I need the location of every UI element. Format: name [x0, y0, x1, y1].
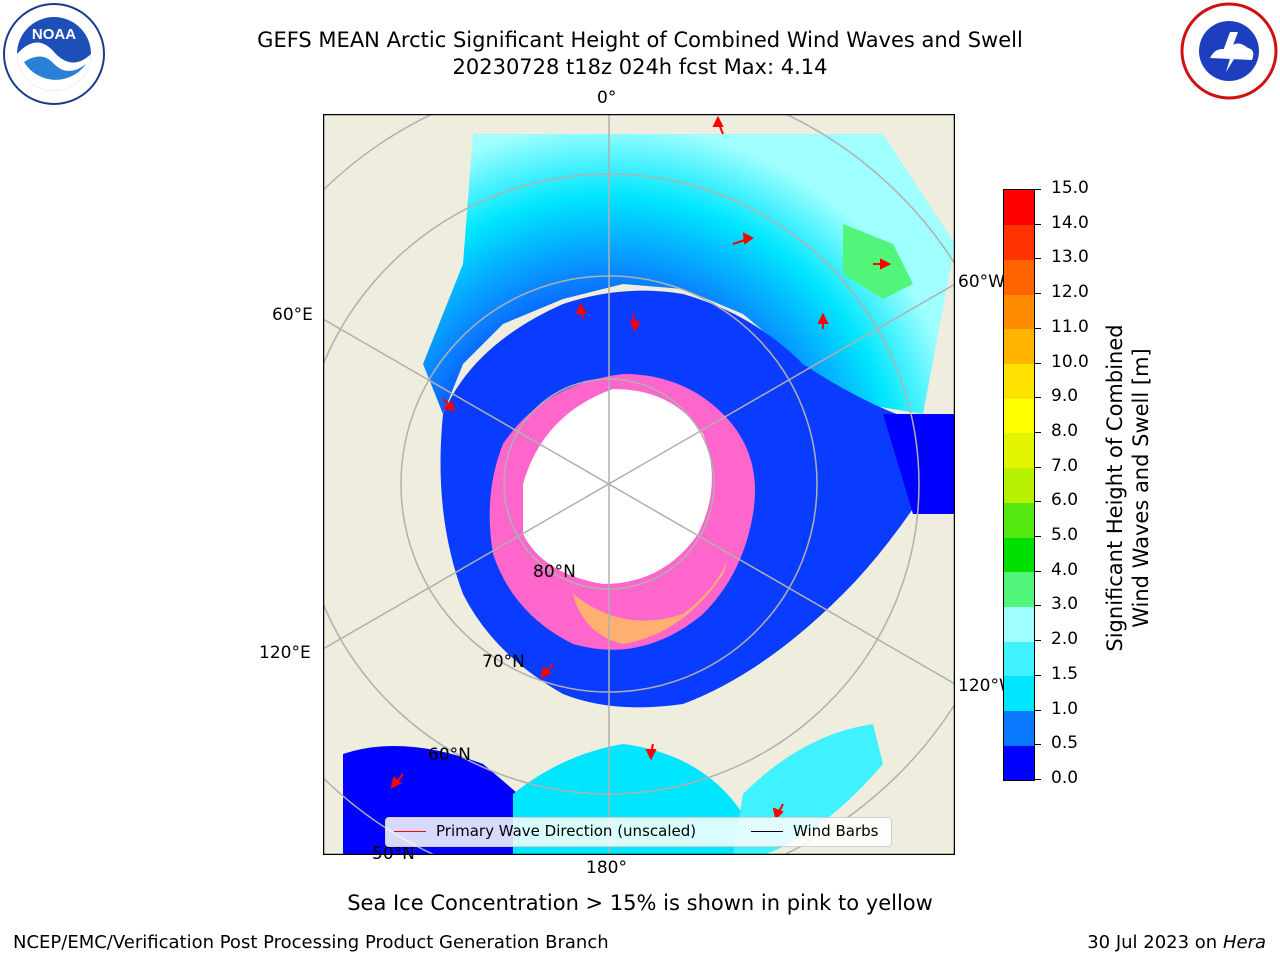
- colorbar-ticks: 0.0 0.5 1.0 1.5 2.0 3.0 4.0 5.0 6.0 7.0 8.0 9.0 10.0…: [1035, 0, 1095, 960]
- colorbar-tick-mark: [1035, 362, 1041, 364]
- colorbar-label-line2: Wind Waves and Swell [m]: [1129, 348, 1153, 628]
- colorbar-segment: [1004, 259, 1034, 295]
- colorbar-tick-label: 3.0: [1051, 594, 1079, 615]
- colorbar-segment: [1004, 710, 1034, 746]
- noaa-logo-text: NOAA: [32, 26, 76, 43]
- colorbar-tick-mark: [1035, 779, 1041, 780]
- colorbar-segment: [1004, 502, 1034, 538]
- colorbar-tick-label: 4.0: [1051, 559, 1079, 580]
- lon-label-0: 0°: [597, 88, 617, 108]
- colorbar-tick-mark: [1035, 605, 1041, 607]
- lat-label-80: 80°N: [533, 562, 576, 582]
- colorbar-segment: [1004, 675, 1034, 712]
- map-frame: [323, 114, 955, 855]
- chart-title: GEFS MEAN Arctic Significant Height of C…: [257, 28, 1023, 52]
- colorbar-tick-label: 5.0: [1051, 525, 1079, 546]
- atlantic-waves: [423, 134, 955, 414]
- colorbar-tick-label: 6.0: [1051, 490, 1079, 511]
- colorbar-tick-label: 1.0: [1051, 698, 1079, 719]
- ice-pack: [523, 389, 712, 584]
- colorbar-segment: [1004, 467, 1034, 503]
- colorbar-segment: [1004, 363, 1034, 399]
- arctic-map: [323, 114, 955, 855]
- lon-label-60e: 60°E: [272, 305, 313, 325]
- colorbar-tick-mark: [1035, 327, 1041, 329]
- colorbar-tick-mark: [1035, 431, 1041, 433]
- colorbar-tick-label: 15.0: [1051, 178, 1089, 198]
- map-legend: Primary Wave Direction (unscaled) Wind B…: [385, 817, 892, 847]
- colorbar-tick-mark: [1035, 536, 1041, 538]
- wave-max-region: [843, 224, 913, 299]
- colorbar-tick-mark: [1035, 293, 1041, 295]
- colorbar-tick-label: 0.5: [1051, 733, 1079, 754]
- colorbar-segment: [1004, 606, 1034, 642]
- sea-ice-high: [573, 544, 733, 644]
- legend-swatch-red: [394, 830, 426, 832]
- colorbar-label-line1: Significant Height of Combined: [1103, 324, 1127, 652]
- colorbar: [1003, 189, 1035, 781]
- colorbar-tick-mark: [1035, 223, 1041, 225]
- lat-label-50: 50°N: [372, 844, 415, 864]
- colorbar-tick-mark: [1035, 674, 1041, 676]
- colorbar-tick-mark: [1035, 640, 1041, 642]
- colorbar-tick-label: 8.0: [1051, 420, 1079, 441]
- colorbar-tick-mark: [1035, 258, 1041, 260]
- lat-label-70: 70°N: [482, 652, 525, 672]
- colorbar-tick-label: 13.0: [1051, 247, 1089, 268]
- colorbar-segment: [1004, 328, 1034, 365]
- colorbar-tick-mark: [1035, 397, 1041, 399]
- colorbar-segment: [1004, 745, 1034, 781]
- lon-label-120w: 120°W: [958, 676, 1016, 696]
- footer-date: 30 Jul 2023 on: [1087, 932, 1223, 953]
- colorbar-tick-label: 14.0: [1051, 212, 1089, 233]
- colorbar-segment: [1004, 641, 1034, 677]
- colorbar-tick-mark: [1035, 570, 1041, 572]
- footer-left: NCEP/EMC/Verification Post Processing Pr…: [13, 932, 609, 953]
- colorbar-tick-label: 1.5: [1051, 663, 1079, 684]
- legend-label-wind-barbs: Wind Barbs: [793, 822, 879, 840]
- lat-label-60: 60°N: [428, 745, 471, 765]
- lon-label-60w: 60°W: [958, 272, 1005, 292]
- wave-direction-arrows: [390, 115, 892, 820]
- colorbar-tick-mark: [1035, 709, 1041, 711]
- colorbar-segment: [1004, 294, 1034, 330]
- footer-host: Hera: [1222, 932, 1266, 953]
- legend-swatch-black: [751, 830, 783, 832]
- colorbar-tick-label: 2.0: [1051, 629, 1079, 650]
- legend-item-wind-barbs: Wind Barbs: [751, 822, 878, 840]
- colorbar-tick-label: 7.0: [1051, 455, 1079, 476]
- colorbar-tick-label: 9.0: [1051, 386, 1079, 407]
- noaa-logo: NOAA: [3, 3, 105, 105]
- colorbar-tick-label: 0.0: [1051, 768, 1079, 788]
- colorbar-segment: [1004, 224, 1034, 260]
- graticule: [323, 114, 955, 855]
- colorbar-tick-mark: [1035, 189, 1041, 190]
- sea-ice-note: Sea Ice Concentration > 15% is shown in …: [347, 891, 933, 915]
- lon-label-180: 180°: [586, 858, 627, 878]
- chart-subtitle: 20230728 t18z 024h fcst Max: 4.14: [452, 55, 828, 79]
- colorbar-tick-label: 10.0: [1051, 351, 1089, 372]
- nws-logo: [1180, 2, 1278, 100]
- colorbar-segment: [1004, 398, 1034, 434]
- footer-right: 30 Jul 2023 on Hera: [1087, 932, 1266, 953]
- legend-label-wave-direction: Primary Wave Direction (unscaled): [436, 822, 697, 840]
- colorbar-tick-label: 12.0: [1051, 282, 1089, 303]
- colorbar-tick-mark: [1035, 466, 1041, 468]
- colorbar-segment: [1004, 190, 1034, 226]
- colorbar-segment: [1004, 537, 1034, 573]
- colorbar-tick-mark: [1035, 501, 1041, 503]
- colorbar-segment: [1004, 432, 1034, 469]
- legend-item-wave-direction: Primary Wave Direction (unscaled): [394, 822, 696, 840]
- lon-label-120e: 120°E: [259, 643, 311, 663]
- colorbar-tick-label: 11.0: [1051, 316, 1089, 337]
- colorbar-tick-mark: [1035, 744, 1041, 746]
- colorbar-segment: [1004, 571, 1034, 607]
